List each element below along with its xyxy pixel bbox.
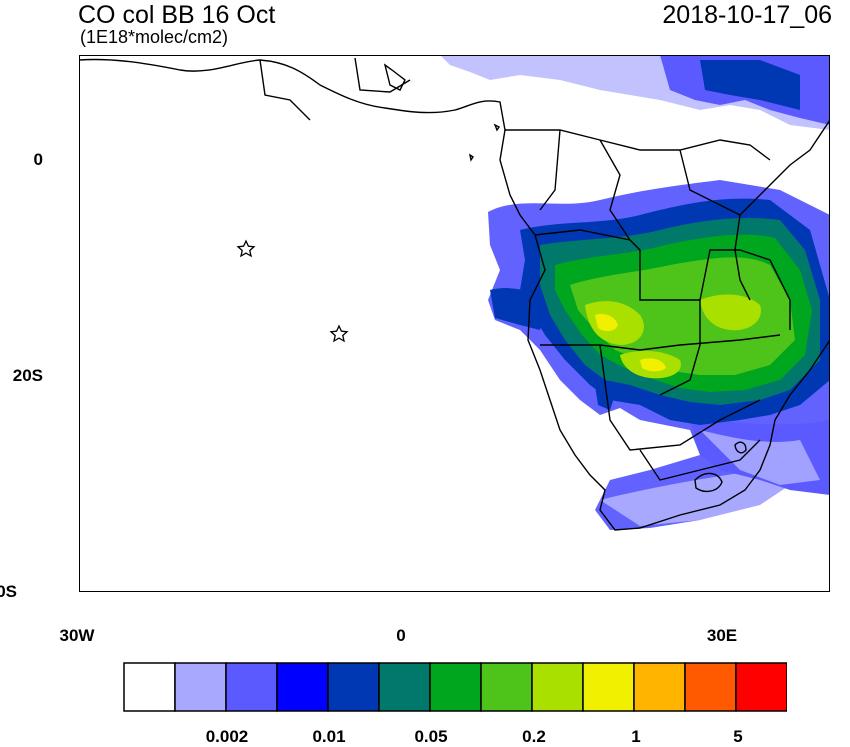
colorbar-swatch <box>327 662 380 712</box>
star-icon <box>236 239 256 258</box>
x-label-0: 0 <box>396 626 406 645</box>
colorbar-swatch <box>429 662 482 712</box>
x-label-30e: 30E <box>706 626 738 645</box>
y-label-40s: 40S <box>0 582 17 601</box>
colorbar-label: 1 <box>631 727 641 746</box>
colorbar-swatch <box>225 662 278 712</box>
map-plot <box>79 55 830 592</box>
station-markers <box>236 239 349 343</box>
colorbar-label: 0.01 <box>312 727 346 746</box>
x-label-30w: 30W <box>59 626 95 645</box>
star-icon <box>329 324 349 343</box>
map-title: CO col BB 16 Oct <box>78 1 276 29</box>
colorbar-label: 0.05 <box>414 727 448 746</box>
colorbar-swatch <box>582 662 635 712</box>
y-label-0: 0 <box>33 150 43 169</box>
y-label-20s: 20S <box>12 366 43 385</box>
colorbar-swatch <box>378 662 431 712</box>
colorbar-swatch <box>633 662 686 712</box>
colorbar <box>123 662 787 712</box>
colorbar-label: 5 <box>733 727 743 746</box>
colorbar-swatch <box>684 662 737 712</box>
units-label: (1E18*molec/cm2) <box>80 27 229 47</box>
co-plume-shading <box>440 55 830 530</box>
coastlines <box>79 57 830 531</box>
colorbar-swatch <box>735 662 787 712</box>
colorbar-swatch <box>123 662 176 712</box>
colorbar-label: 0.002 <box>205 727 249 746</box>
colorbar-swatch <box>276 662 329 712</box>
colorbar-label: 0.2 <box>522 727 546 746</box>
colorbar-swatch <box>531 662 584 712</box>
colorbar-swatch <box>174 662 227 712</box>
colorbar-swatch <box>480 662 533 712</box>
datetime-label: 2018-10-17_06 <box>662 1 832 29</box>
